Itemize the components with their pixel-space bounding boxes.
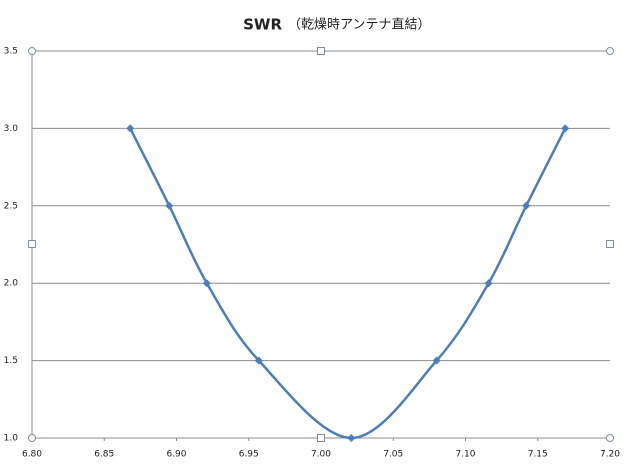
marker — [522, 201, 531, 210]
marker — [432, 356, 441, 365]
handle — [606, 240, 614, 248]
marker — [126, 124, 135, 133]
y-tick-label: 1.0 — [4, 434, 19, 444]
handle — [28, 434, 36, 442]
marker — [202, 279, 211, 288]
selection-handles — [28, 47, 614, 442]
chart-title-note: （乾燥時アンテナ直結） — [288, 18, 430, 33]
y-tick-label: 1.5 — [4, 356, 18, 366]
y-tick-label: 3.5 — [4, 47, 18, 57]
handle — [606, 434, 614, 442]
marker — [254, 356, 263, 365]
x-tick-label: 6.85 — [94, 450, 114, 460]
x-tick-label: 7.20 — [600, 450, 620, 460]
handle — [606, 47, 614, 55]
marker — [484, 279, 493, 288]
y-tick-label: 3.0 — [4, 124, 19, 134]
chart-title: SWR — [243, 16, 282, 34]
handle — [317, 47, 325, 55]
marker — [561, 124, 570, 133]
x-tick-label: 7.10 — [455, 450, 475, 460]
x-tick-label: 6.95 — [239, 450, 259, 460]
x-tick-label: 7.05 — [383, 450, 403, 460]
y-tick-label: 2.5 — [4, 201, 18, 211]
y-tick-label: 2.0 — [4, 279, 19, 289]
x-tick-label: 7.15 — [528, 450, 548, 460]
x-tick-label: 6.80 — [22, 450, 42, 460]
handle — [28, 47, 36, 55]
x-tick-label: 7.00 — [311, 450, 331, 460]
handle — [28, 240, 36, 248]
x-tick-label: 6.90 — [166, 450, 186, 460]
handle — [317, 434, 325, 442]
marker — [165, 201, 174, 210]
marker — [347, 434, 356, 442]
